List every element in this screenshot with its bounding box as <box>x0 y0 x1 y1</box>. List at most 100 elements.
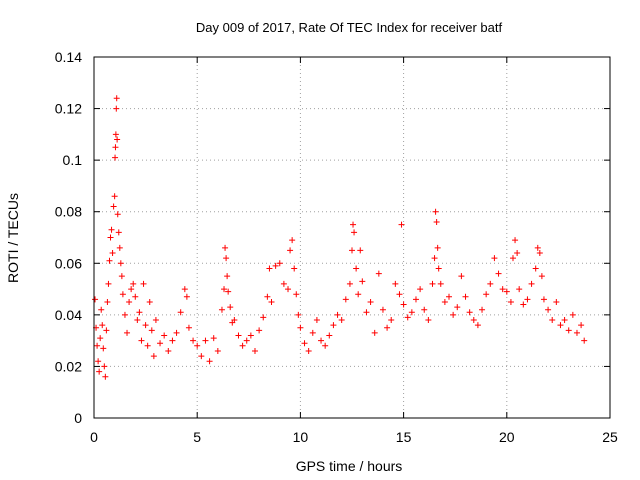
data-point <box>95 358 102 365</box>
data-point <box>569 311 576 318</box>
x-axis-label: GPS time / hours <box>296 458 403 474</box>
data-point <box>322 342 329 349</box>
data-point <box>107 234 114 241</box>
data-point <box>342 296 349 303</box>
data-point <box>353 265 360 272</box>
data-point <box>272 262 279 269</box>
data-point <box>536 249 543 256</box>
data-point <box>268 298 275 305</box>
y-tick-label: 0.06 <box>55 255 82 271</box>
data-point <box>435 265 442 272</box>
data-point <box>434 244 441 251</box>
data-point <box>140 280 147 287</box>
data-points <box>92 95 588 380</box>
data-point <box>532 265 539 272</box>
data-point <box>375 270 382 277</box>
data-point <box>132 293 139 300</box>
data-point <box>355 291 362 298</box>
data-point <box>260 314 267 321</box>
data-point <box>247 332 254 339</box>
data-point <box>105 280 112 287</box>
data-point <box>165 347 172 354</box>
data-point <box>124 329 131 336</box>
data-point <box>285 286 292 293</box>
data-point <box>330 322 337 329</box>
data-point <box>487 280 494 287</box>
data-point <box>108 226 115 233</box>
data-point <box>499 286 506 293</box>
data-point <box>429 280 436 287</box>
data-point <box>112 154 119 161</box>
data-point <box>115 229 122 236</box>
data-point <box>561 317 568 324</box>
data-point <box>109 249 116 256</box>
data-point <box>450 311 457 318</box>
data-point <box>118 273 125 280</box>
data-point <box>101 363 108 370</box>
data-point <box>470 317 477 324</box>
data-point <box>146 298 153 305</box>
data-point <box>138 337 145 344</box>
data-point <box>367 298 374 305</box>
data-point <box>173 329 180 336</box>
data-point <box>398 221 405 228</box>
data-point <box>97 335 104 342</box>
data-point <box>239 342 246 349</box>
data-point <box>483 291 490 298</box>
data-point <box>287 247 294 254</box>
data-point <box>206 358 213 365</box>
data-point <box>218 306 225 313</box>
data-point <box>313 317 320 324</box>
data-point <box>431 255 438 262</box>
data-point <box>479 306 486 313</box>
data-point <box>235 332 242 339</box>
data-point <box>194 342 201 349</box>
data-point <box>524 296 531 303</box>
y-axis-label: ROTI / TECUs <box>5 193 21 283</box>
data-point <box>264 293 271 300</box>
x-tick-label: 10 <box>293 429 309 445</box>
data-point <box>142 322 149 329</box>
data-point <box>309 329 316 336</box>
data-point <box>549 317 556 324</box>
data-point <box>202 337 209 344</box>
data-point <box>224 273 231 280</box>
data-point <box>289 237 296 244</box>
data-point <box>157 340 164 347</box>
data-point <box>130 280 137 287</box>
data-point <box>338 317 345 324</box>
data-point <box>100 345 107 352</box>
data-point <box>371 329 378 336</box>
data-point <box>346 280 353 287</box>
data-point <box>210 335 217 342</box>
x-tick-label: 25 <box>602 429 618 445</box>
data-point <box>94 342 101 349</box>
data-point <box>516 286 523 293</box>
data-point <box>99 322 106 329</box>
data-point <box>557 322 564 329</box>
data-point <box>102 373 109 380</box>
data-point <box>266 265 273 272</box>
data-point <box>359 278 366 285</box>
data-point <box>256 327 263 334</box>
data-point <box>225 288 232 295</box>
data-point <box>169 337 176 344</box>
data-point <box>128 286 135 293</box>
data-point <box>110 203 117 210</box>
data-point <box>509 255 516 262</box>
data-point <box>104 298 111 305</box>
data-point <box>384 324 391 331</box>
plot-frame <box>93 56 611 419</box>
data-point <box>349 247 355 254</box>
data-point <box>433 219 440 226</box>
data-point <box>425 317 432 324</box>
data-point <box>432 208 439 215</box>
chart-title: Day 009 of 2017, Rate Of TEC Index for r… <box>196 20 503 35</box>
data-point <box>573 329 580 336</box>
data-point <box>222 244 229 251</box>
data-point <box>578 322 585 329</box>
data-point <box>404 314 411 321</box>
data-point <box>441 298 448 305</box>
data-point <box>113 105 120 112</box>
